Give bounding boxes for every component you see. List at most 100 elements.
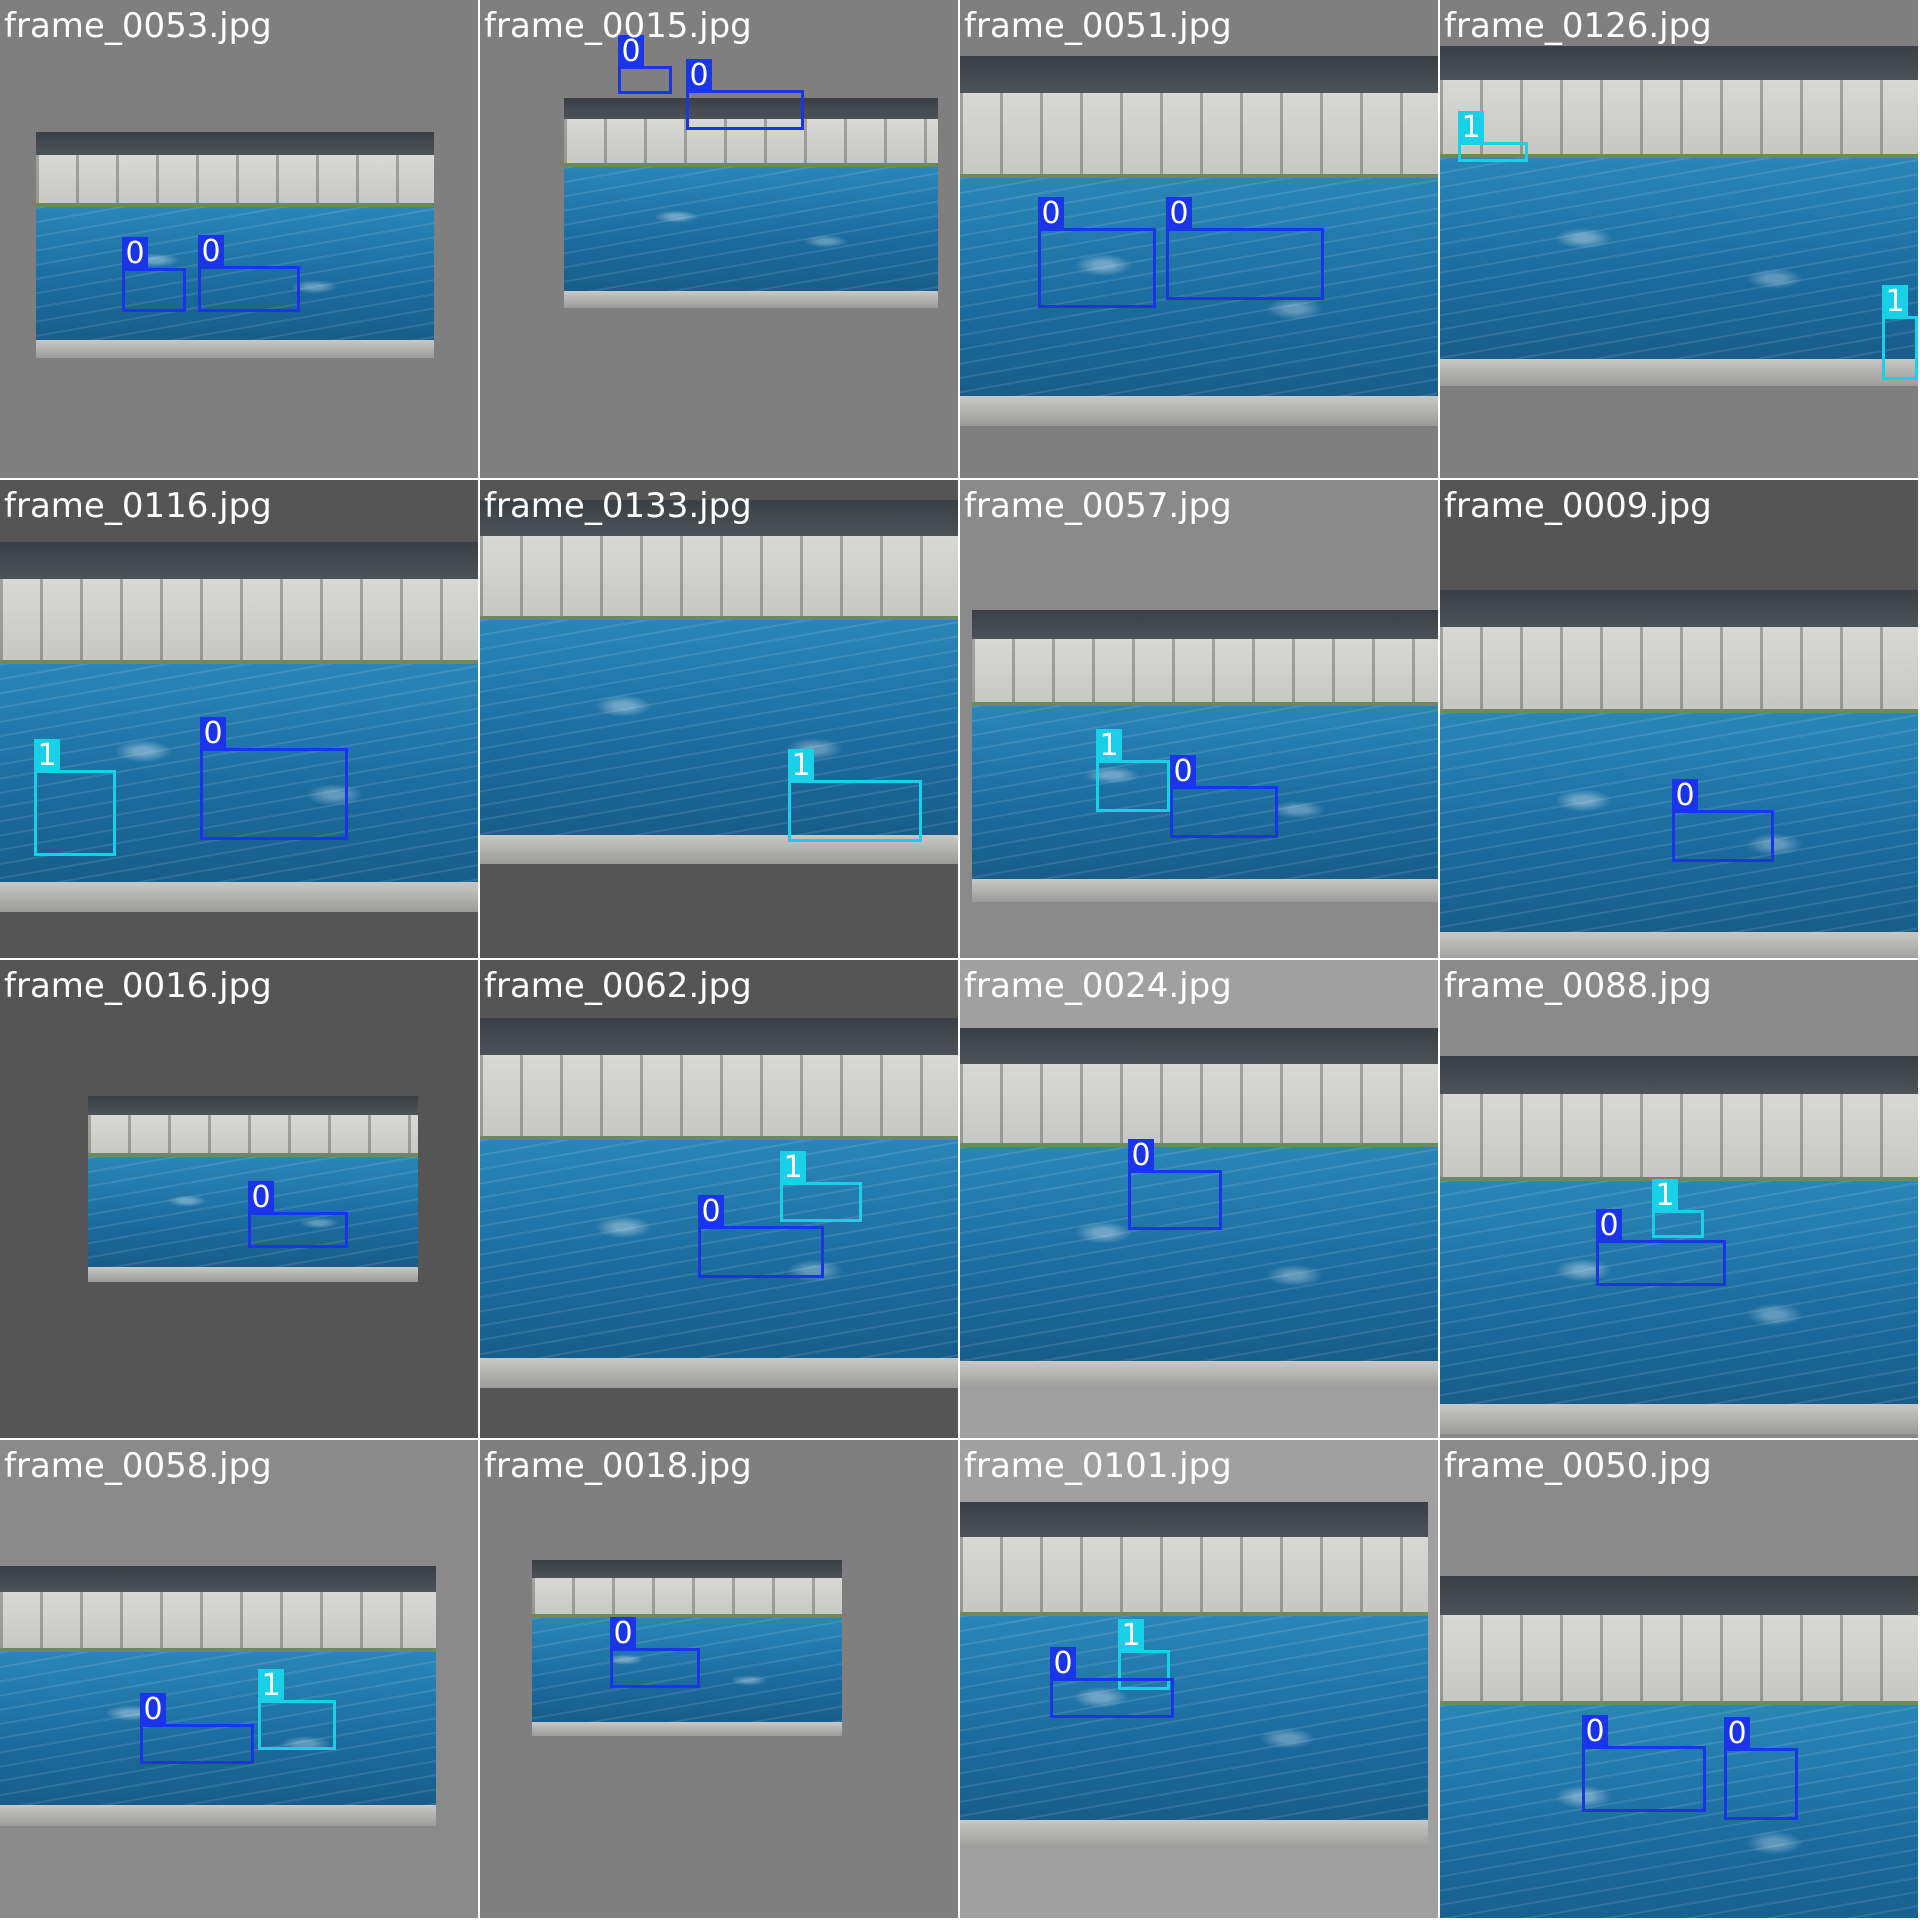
pool-water [480, 620, 958, 835]
class-id-tag: 1 [1118, 1619, 1144, 1653]
pool-sky [532, 1560, 842, 1578]
pool-fence [972, 639, 1438, 707]
class-id-tag: 0 [610, 1617, 636, 1651]
pool-deck [564, 291, 938, 308]
class-id-tag: 0 [618, 35, 644, 69]
pool-sky [480, 1018, 958, 1055]
pool-photo [0, 1566, 436, 1826]
detection-box-class-0: 0 [198, 235, 300, 312]
pool-sky [1440, 1576, 1918, 1615]
detection-box-class-0: 0 [1582, 1715, 1706, 1812]
pool-water [1440, 712, 1918, 933]
detection-box-class-1: 1 [780, 1151, 862, 1222]
mosaic-tile: frame_0024.jpg 0 [960, 960, 1438, 1438]
pool-deck [1440, 932, 1918, 958]
pool-fence [480, 1055, 958, 1141]
pool-sky [0, 542, 478, 579]
pool-sky [480, 500, 958, 537]
mosaic-tile: frame_0058.jpg 1 0 [0, 1440, 478, 1918]
pool-water [0, 1651, 436, 1806]
pool-photo [1440, 46, 1918, 386]
tile-filename-label: frame_0088.jpg [1444, 966, 1712, 1006]
pool-sky [36, 132, 434, 155]
detection-box-class-0: 0 [1128, 1139, 1222, 1230]
class-id-tag: 0 [1128, 1139, 1154, 1173]
tile-filename-label: frame_0016.jpg [4, 966, 272, 1006]
pool-photo [1440, 1056, 1918, 1434]
pool-deck [0, 882, 478, 912]
pool-photo [960, 1028, 1438, 1390]
tile-filename-label: frame_0116.jpg [4, 486, 272, 526]
class-id-tag: 0 [200, 717, 226, 751]
tile-filename-label: frame_0009.jpg [1444, 486, 1712, 526]
pool-fence [1440, 1615, 1918, 1705]
pool-photo [564, 98, 938, 308]
pool-photo [36, 132, 434, 358]
pool-deck [960, 1820, 1428, 1848]
mosaic-tile: frame_0088.jpg 1 0 [1440, 960, 1918, 1438]
class-id-tag: 1 [258, 1669, 284, 1703]
pool-photo [0, 542, 478, 912]
pool-photo [972, 610, 1438, 902]
tile-filename-label: frame_0051.jpg [964, 6, 1232, 46]
tile-filename-label: frame_0058.jpg [4, 1446, 272, 1486]
pool-sky [1440, 590, 1918, 628]
pool-fence [532, 1577, 842, 1619]
pool-photo [480, 500, 958, 864]
tile-filename-label: frame_0133.jpg [484, 486, 752, 526]
pool-deck [972, 878, 1438, 902]
pool-fence [480, 536, 958, 621]
detection-box-class-0: 0 [1170, 755, 1278, 838]
pool-sky [88, 1096, 418, 1115]
class-id-tag: 0 [1038, 197, 1064, 231]
pool-sky [972, 610, 1438, 640]
mosaic-tile: frame_0018.jpg 0 [480, 1440, 958, 1918]
tile-filename-label: frame_0126.jpg [1444, 6, 1712, 46]
detection-box-class-1: 1 [1118, 1619, 1170, 1690]
tile-filename-label: frame_0101.jpg [964, 1446, 1232, 1486]
pool-photo [1440, 590, 1918, 958]
pool-sky [564, 98, 938, 119]
pool-water [532, 1618, 842, 1722]
pool-fence [960, 93, 1438, 179]
pool-deck [960, 396, 1438, 426]
class-id-tag: 0 [1582, 1715, 1608, 1749]
pool-deck [480, 1358, 958, 1388]
class-id-tag: 0 [248, 1181, 274, 1215]
class-id-tag: 0 [1166, 197, 1192, 231]
detection-box-class-0: 0 [1596, 1209, 1726, 1286]
mosaic-tile: frame_0015.jpg 0 0 [480, 0, 958, 478]
detection-box-class-0: 0 [610, 1617, 700, 1688]
mosaic-tile: frame_0050.jpg 0 0 [1440, 1440, 1918, 1918]
detection-box-class-0: 0 [1672, 779, 1774, 862]
pool-deck [36, 339, 434, 358]
detection-box-class-0: 0 [1038, 197, 1156, 308]
pool-deck [88, 1267, 418, 1282]
class-id-tag: 0 [198, 235, 224, 269]
pool-water [972, 706, 1438, 879]
mosaic-tile: frame_0116.jpg 1 0 [0, 480, 478, 958]
class-id-tag: 0 [140, 1693, 166, 1727]
pool-fence [1440, 80, 1918, 159]
detection-box-class-1: 1 [1652, 1179, 1704, 1238]
pool-water [480, 1140, 958, 1359]
class-id-tag: 0 [1724, 1717, 1750, 1751]
tile-filename-label: frame_0018.jpg [484, 1446, 752, 1486]
pool-sky [960, 1028, 1438, 1065]
pool-deck [0, 1805, 436, 1826]
class-id-tag: 0 [1050, 1647, 1076, 1681]
detection-box-class-0: 0 [200, 717, 348, 840]
pool-fence [36, 154, 434, 207]
class-id-tag: 1 [1096, 729, 1122, 763]
tile-filename-label: frame_0057.jpg [964, 486, 1232, 526]
class-id-tag: 0 [1596, 1209, 1622, 1243]
mosaic-tile: frame_0133.jpg 1 [480, 480, 958, 958]
class-id-tag: 1 [1652, 1179, 1678, 1213]
class-id-tag: 1 [1458, 111, 1484, 145]
mosaic-tile: frame_0053.jpg 0 0 [0, 0, 478, 478]
class-id-tag: 1 [788, 749, 814, 783]
pool-sky [0, 1566, 436, 1592]
detection-box-class-0: 0 [698, 1195, 824, 1278]
mosaic-tile: frame_0016.jpg 0 [0, 960, 478, 1438]
detection-box-class-1: 1 [258, 1669, 336, 1750]
